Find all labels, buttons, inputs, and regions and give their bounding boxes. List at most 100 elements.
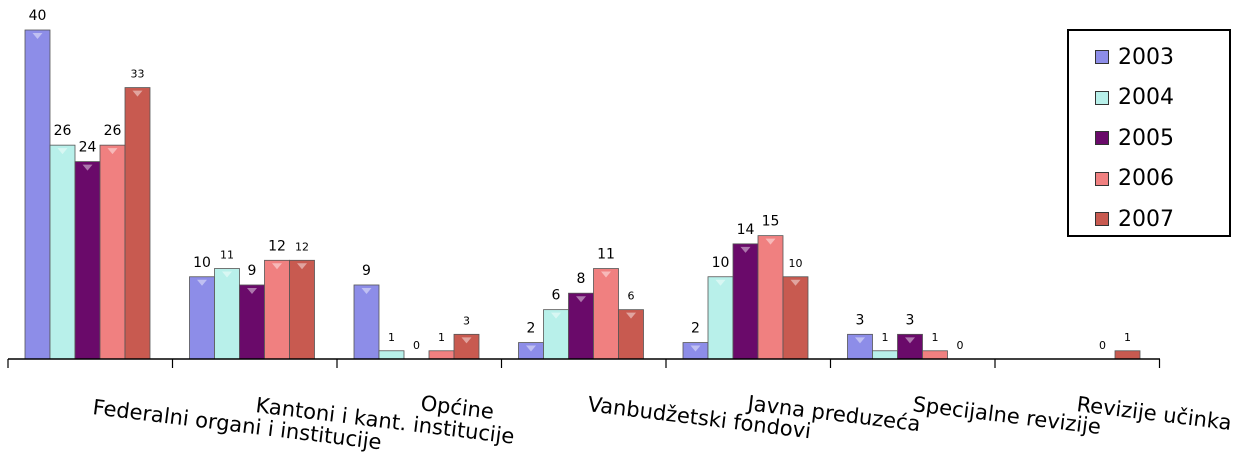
data-label: 26 (104, 123, 122, 139)
bar-highlight (626, 312, 636, 319)
legend-swatch-2005 (1095, 131, 1109, 146)
bar-highlight (222, 271, 232, 278)
data-label: 11 (220, 249, 234, 262)
bar-highlight (715, 279, 726, 286)
bar-2004-0 (49, 144, 76, 360)
data-label: 9 (248, 263, 257, 279)
data-label: 1 (882, 331, 889, 344)
bar-2007-4 (782, 276, 809, 360)
legend-label-2007: 2007 (1118, 206, 1174, 232)
bar-highlight (361, 287, 372, 294)
legend-item-2004: 2004 (1095, 78, 1229, 119)
legend-item-2005: 2005 (1095, 118, 1229, 159)
data-label: 40 (29, 8, 47, 24)
legend-label-2004: 2004 (1118, 85, 1174, 111)
bar-2006-2 (428, 350, 455, 360)
data-label: 11 (597, 247, 615, 263)
data-label: 2 (691, 321, 700, 337)
data-label: 0 (413, 339, 420, 352)
data-label: 3 (463, 314, 470, 327)
data-label: 14 (737, 222, 755, 238)
bar-2003-2 (353, 284, 380, 360)
data-label: 1 (932, 331, 939, 344)
legend: 2003 2004 2005 2006 2007 (1067, 29, 1231, 237)
legend-swatch-2006 (1095, 171, 1109, 186)
legend-swatch-2003 (1095, 50, 1109, 65)
bar-highlight (551, 312, 561, 319)
bar-highlight (526, 345, 536, 352)
bar-highlight (247, 287, 257, 294)
data-label: 1 (388, 331, 395, 344)
bar-highlight (132, 90, 143, 97)
legend-item-2007: 2007 (1095, 199, 1229, 240)
data-label: 9 (362, 263, 371, 279)
data-label: 10 (789, 257, 803, 270)
data-label: 10 (193, 255, 211, 271)
data-label: 26 (54, 123, 72, 139)
bar-highlight (690, 345, 701, 352)
data-label: 33 (131, 68, 145, 81)
data-label: 1 (1124, 331, 1131, 344)
bar-2007-0 (124, 87, 151, 360)
data-label: 0 (1099, 339, 1106, 352)
bar-highlight (740, 246, 751, 253)
bar-2006-3 (593, 268, 619, 360)
bar-highlight (790, 279, 801, 286)
bar-highlight (32, 33, 43, 39)
bar-2005-1 (239, 284, 265, 360)
bar-2005-3 (568, 292, 594, 360)
bar-2004-5 (872, 350, 898, 360)
data-label: 6 (552, 288, 561, 304)
data-label: 24 (79, 140, 97, 156)
data-label: 2 (527, 321, 536, 337)
bar-highlight (297, 263, 307, 270)
bar-2007-1 (289, 259, 315, 360)
bar-2006-1 (264, 259, 290, 360)
bar-highlight (197, 279, 207, 286)
bar-2007-6 (1114, 350, 1141, 360)
bar-highlight (601, 271, 611, 278)
bar-2007-2 (453, 333, 480, 360)
bar-highlight (855, 337, 865, 344)
legend-item-2006: 2006 (1095, 159, 1229, 200)
data-label: 6 (628, 290, 635, 303)
legend-item-2003: 2003 (1095, 37, 1229, 78)
bar-2005-0 (74, 161, 101, 360)
bar-highlight (82, 164, 93, 171)
data-label: 3 (906, 312, 915, 328)
bar-2004-4 (707, 276, 734, 360)
bar-highlight (461, 337, 472, 344)
bar-2005-4 (732, 243, 759, 360)
bars-layer (24, 29, 1141, 360)
data-label: 12 (295, 240, 309, 253)
legend-label-2003: 2003 (1118, 44, 1174, 70)
data-label: 3 (856, 312, 865, 328)
bar-highlight (576, 296, 586, 303)
bar-2003-0 (24, 29, 51, 360)
data-label: 8 (577, 271, 586, 287)
bar-2004-2 (378, 350, 405, 360)
bar-highlight (272, 263, 282, 270)
bar-2006-5 (922, 350, 948, 360)
x-axis-ticks (7, 359, 1161, 368)
data-label: 12 (268, 238, 286, 254)
data-label: 15 (762, 214, 780, 230)
bar-2006-0 (99, 144, 126, 360)
data-label: 0 (957, 339, 964, 352)
category-label: Specijalne revizije (911, 392, 1102, 439)
data-label: 1 (438, 331, 445, 344)
bar-2007-3 (618, 309, 644, 360)
legend-swatch-2004 (1095, 90, 1109, 105)
bar-2003-1 (189, 276, 215, 360)
legend-swatch-2007 (1095, 212, 1109, 227)
legend-label-2005: 2005 (1118, 125, 1174, 151)
bar-highlight (107, 148, 118, 155)
legend-label-2006: 2006 (1118, 166, 1174, 192)
bar-highlight (905, 337, 915, 344)
bar-highlight (57, 148, 68, 155)
bar-2006-4 (757, 235, 784, 360)
bar-2004-1 (214, 268, 240, 360)
